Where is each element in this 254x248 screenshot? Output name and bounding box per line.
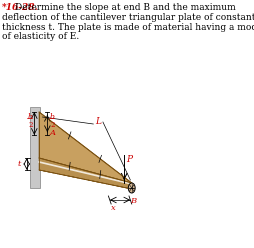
Text: b: b — [27, 113, 32, 121]
Text: b: b — [49, 113, 54, 121]
Text: L: L — [95, 118, 101, 126]
Text: of elasticity of E.: of elasticity of E. — [2, 32, 79, 41]
Text: t: t — [18, 160, 21, 168]
Text: 2: 2 — [28, 121, 33, 129]
Text: x: x — [111, 204, 116, 212]
Text: 2: 2 — [50, 121, 55, 129]
Polygon shape — [30, 107, 40, 188]
Polygon shape — [39, 112, 132, 183]
Circle shape — [128, 183, 135, 193]
Text: Determine the slope at end B and the maximum: Determine the slope at end B and the max… — [15, 3, 236, 12]
Text: A: A — [50, 129, 56, 137]
Polygon shape — [39, 158, 132, 189]
Text: P: P — [126, 155, 132, 164]
Ellipse shape — [31, 118, 51, 162]
Text: thickness t. The plate is made of material having a modulus: thickness t. The plate is made of materi… — [2, 23, 254, 31]
Text: *16-28.: *16-28. — [2, 3, 39, 12]
Text: B: B — [130, 197, 136, 205]
Text: deflection of the cantilever triangular plate of constant: deflection of the cantilever triangular … — [2, 13, 254, 22]
